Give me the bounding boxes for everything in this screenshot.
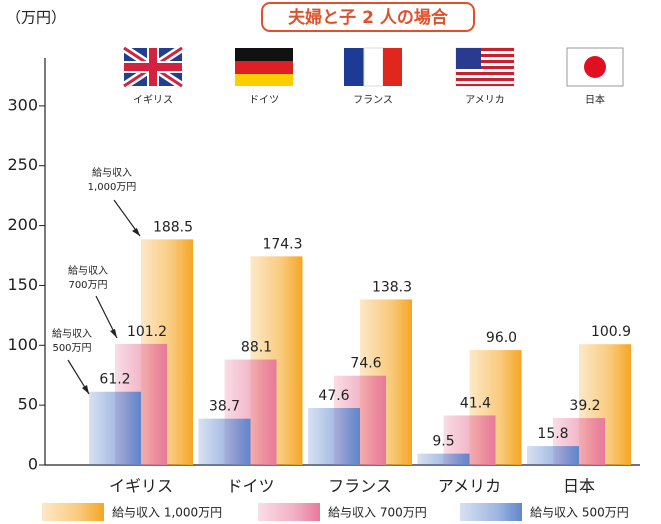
value-label: 38.7	[209, 399, 240, 415]
value-label: 96.0	[486, 330, 517, 346]
legend-label: 給与収入 500万円	[530, 506, 629, 520]
value-label: 41.4	[460, 395, 491, 411]
legend-swatch	[258, 503, 320, 521]
x-tick-label: イギリス	[109, 477, 173, 496]
value-label: 138.3	[372, 279, 412, 295]
annotation: 1,000万円	[88, 182, 137, 193]
annotation: 給与収入	[68, 264, 108, 277]
y-tick-label: 100	[7, 335, 38, 354]
bar	[308, 408, 360, 465]
arrow-head	[132, 228, 140, 236]
y-unit: （万円）	[6, 9, 66, 27]
value-label: 101.2	[127, 324, 167, 340]
annotation: 給与収入	[52, 327, 92, 340]
arrow-head	[110, 329, 117, 338]
x-tick-label: 日本	[563, 477, 595, 496]
y-tick-label: 300	[7, 95, 38, 114]
value-label: 15.8	[537, 426, 568, 442]
legend-swatch	[460, 503, 522, 521]
value-label: 47.6	[318, 388, 349, 404]
chart-title: 夫婦と子 2 人の場合	[288, 7, 449, 28]
value-label: 74.6	[350, 356, 381, 372]
value-label: 174.3	[262, 236, 302, 252]
y-tick-label: 50	[18, 395, 38, 414]
x-tick-label: フランス	[328, 477, 392, 496]
legend-label: 給与収入 1,000万円	[112, 506, 222, 520]
value-label: 9.5	[432, 434, 454, 450]
y-tick-label: 200	[7, 215, 38, 234]
y-tick-label: 150	[7, 275, 38, 294]
flag-label: イギリス	[133, 94, 173, 106]
x-tick-label: アメリカ	[438, 477, 501, 496]
flag-label: アメリカ	[465, 94, 505, 106]
flag-japan	[566, 47, 624, 87]
y-tick-label: 0	[28, 455, 38, 474]
legend-label: 給与収入 700万円	[328, 506, 427, 520]
annotation: 700万円	[68, 280, 107, 291]
title-box	[261, 2, 475, 32]
value-label: 188.5	[153, 219, 193, 235]
bar	[198, 418, 251, 465]
value-label: 39.2	[569, 398, 600, 414]
bar	[89, 391, 141, 465]
flag-uk	[121, 44, 185, 90]
annotation: 500万円	[52, 343, 91, 354]
bar	[417, 453, 470, 465]
flag-label: ドイツ	[249, 95, 279, 106]
value-label: 88.1	[241, 340, 272, 356]
flag-germany	[235, 48, 293, 86]
flag-label: フランス	[353, 94, 393, 106]
value-label: 61.2	[99, 372, 130, 388]
arrow-head	[82, 385, 89, 394]
bar	[527, 446, 579, 465]
annotation: 給与収入	[92, 166, 132, 179]
flag-label: 日本	[585, 93, 605, 106]
y-tick-label: 250	[7, 155, 38, 174]
x-tick-label: ドイツ	[226, 477, 274, 496]
flag-france	[344, 47, 402, 87]
flag-usa	[455, 47, 515, 87]
legend-swatch	[42, 503, 104, 521]
value-label: 100.9	[591, 324, 631, 340]
